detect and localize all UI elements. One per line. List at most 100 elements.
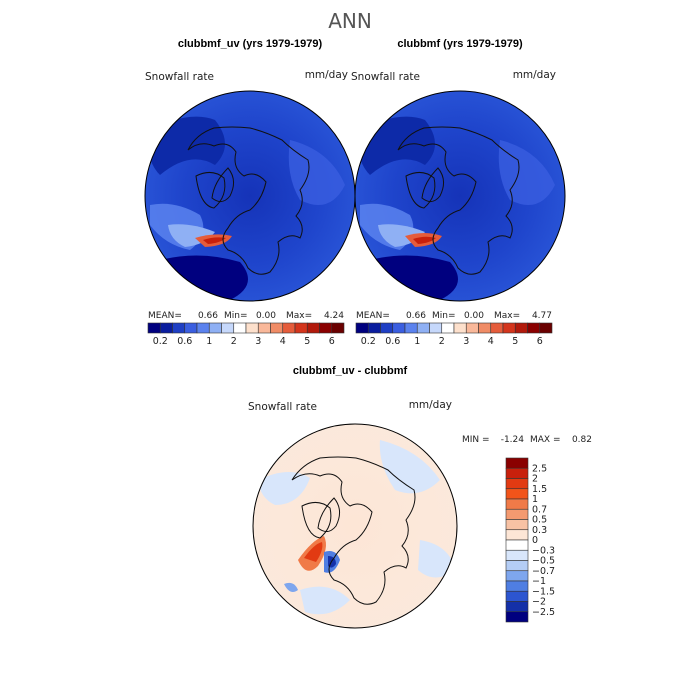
colorbar-1-swatch	[282, 322, 296, 334]
panel-3-coastline	[291, 456, 416, 605]
colorbar-3-tick-label: 0.7	[532, 504, 547, 515]
colorbar-3-swatch	[505, 488, 529, 500]
panel-1-greenland	[195, 172, 226, 209]
panel-1-title: clubbmf_uv (yrs 1979-1979)	[178, 38, 323, 50]
colorbar-2-swatch	[514, 322, 528, 334]
colorbar-2-swatch	[416, 322, 430, 334]
colorbar-3-tick-label: −0.7	[532, 566, 555, 577]
colorbar-3-swatch	[505, 467, 529, 479]
panel-1-max-value: 4.24	[324, 311, 344, 321]
panel-1-max-label: Max=	[286, 311, 312, 321]
colorbar-3-swatch	[505, 560, 529, 572]
colorbar-2-swatch	[490, 322, 504, 334]
colorbar-3-swatch	[505, 590, 529, 602]
panel-3: clubbmf_uv - clubbmf Snowfall rate mm/da…	[248, 365, 592, 629]
colorbar-1-tick-label: 1	[206, 336, 212, 347]
panel-3-min-label: MIN =	[462, 435, 490, 445]
colorbar-3-swatch	[505, 508, 529, 520]
colorbar-1-swatch	[159, 322, 173, 334]
panel-2-title: clubbmf (yrs 1979-1979)	[397, 38, 523, 50]
panel-3-neg-spot	[284, 582, 298, 592]
panel-2-max-value: 4.77	[532, 311, 552, 321]
colorbar-2-swatch	[465, 322, 479, 334]
colorbar-1-swatch	[257, 322, 271, 334]
colorbar-3-tick-label: 2.5	[532, 463, 547, 474]
panel-3-units-label: mm/day	[409, 399, 452, 411]
panel-2-min-label: Min=	[432, 311, 456, 321]
colorbar-3-tick-label: −2	[532, 597, 546, 608]
colorbar-1-tick-label: 6	[329, 336, 335, 347]
colorbar-2-swatch	[539, 322, 553, 334]
colorbar-3-tick-label: 2	[532, 474, 538, 485]
colorbar-3-swatch	[505, 457, 529, 469]
colorbar-2-swatch	[441, 322, 455, 334]
panel-3-greenland	[301, 502, 332, 539]
panel-2-variable-label: Snowfall rate	[351, 71, 420, 83]
panel-1-min-label: Min=	[224, 311, 248, 321]
colorbar-1-swatch	[233, 322, 247, 334]
colorbar-2-swatch	[392, 322, 406, 334]
panel-2-low-region	[370, 255, 458, 300]
panel-1-mean-label: MEAN=	[148, 311, 182, 321]
panel-1-coastline	[187, 126, 310, 275]
panel-1-stats: MEAN= 0.66 Min= 0.00 Max= 4.24	[148, 311, 344, 321]
colorbar-2-swatch	[527, 322, 541, 334]
panel-3-map-background	[253, 424, 457, 628]
colorbar-2-tick-label: 5	[512, 336, 518, 347]
colorbar-3-swatch	[505, 580, 529, 592]
figure-title: ANN	[328, 9, 372, 33]
panel-3-title: clubbmf_uv - clubbmf	[293, 365, 408, 377]
colorbar-3-tick-label: −2.5	[532, 607, 555, 618]
colorbar-1-swatch	[172, 322, 186, 334]
colorbar-2-tick-label: 3	[463, 336, 469, 347]
colorbar-3-swatch	[505, 611, 529, 623]
colorbar-1-swatch	[270, 322, 284, 334]
panel-3-map	[253, 424, 457, 628]
panel-1: clubbmf_uv (yrs 1979-1979) Snowfall rate…	[144, 38, 356, 347]
colorbar-3-swatch	[505, 519, 529, 531]
panel-3-neg-region-2	[379, 440, 440, 494]
colorbar-3-tick-label: 0.5	[532, 515, 547, 526]
colorbar-3-tick-label: 0.3	[532, 525, 547, 536]
panel-2-colorbar: 0.2 0.6 1 2 3 4 5 6	[355, 322, 553, 347]
colorbar-2-tick-label: 6	[537, 336, 543, 347]
colorbar-1-swatch	[208, 322, 222, 334]
panel-2-coastline	[397, 126, 520, 275]
panel-3-variable-label: Snowfall rate	[248, 401, 317, 413]
colorbar-1-swatch	[331, 322, 345, 334]
panel-1-map	[145, 91, 355, 301]
panel-2-greenland	[405, 172, 436, 209]
colorbar-2-swatch	[502, 322, 516, 334]
colorbar-1-tick-label: 0.2	[153, 336, 168, 347]
panel-3-colorbar: 2.521.510.70.50.30−0.3−0.5−0.7−1−1.5−2−2…	[505, 457, 555, 623]
colorbar-2-tick-label: 2	[439, 336, 445, 347]
panel-3-map-border	[252, 423, 458, 629]
panel-2: clubbmf (yrs 1979-1979) Snowfall rate mm…	[351, 38, 566, 347]
panel-2-mean-value: 0.66	[406, 311, 426, 321]
panel-2-min-value: 0.00	[464, 311, 484, 321]
colorbar-2-swatch	[355, 322, 369, 334]
colorbar-1-swatch	[306, 322, 320, 334]
colorbar-2-tick-label: 1	[414, 336, 420, 347]
colorbar-1-swatch	[319, 322, 333, 334]
colorbar-1-swatch	[196, 322, 210, 334]
panel-1-peak-core	[203, 237, 226, 244]
panel-2-map-border	[354, 90, 566, 302]
panel-3-max-value: 0.82	[572, 435, 592, 445]
panel-3-min-value: -1.24	[501, 435, 525, 445]
colorbar-1-tick-label: 0.6	[177, 336, 192, 347]
colorbar-3-swatch	[505, 549, 529, 561]
colorbar-3-tick-label: 0	[532, 535, 538, 546]
colorbar-3-tick-label: −1.5	[532, 586, 555, 597]
colorbar-2-swatch	[429, 322, 443, 334]
panel-1-min-value: 0.00	[256, 311, 276, 321]
colorbar-1-swatch	[221, 322, 235, 334]
colorbar-3-swatch	[505, 498, 529, 510]
colorbar-3-tick-label: 1.5	[532, 484, 547, 495]
panel-1-units-label: mm/day	[305, 69, 348, 81]
panel-2-peak-core	[413, 236, 436, 244]
panel-3-neg-region-1	[258, 471, 310, 505]
panel-2-stats: MEAN= 0.66 Min= 0.00 Max= 4.77	[356, 311, 552, 321]
colorbar-3-swatch	[505, 601, 529, 613]
panel-3-max-label: MAX =	[530, 435, 561, 445]
